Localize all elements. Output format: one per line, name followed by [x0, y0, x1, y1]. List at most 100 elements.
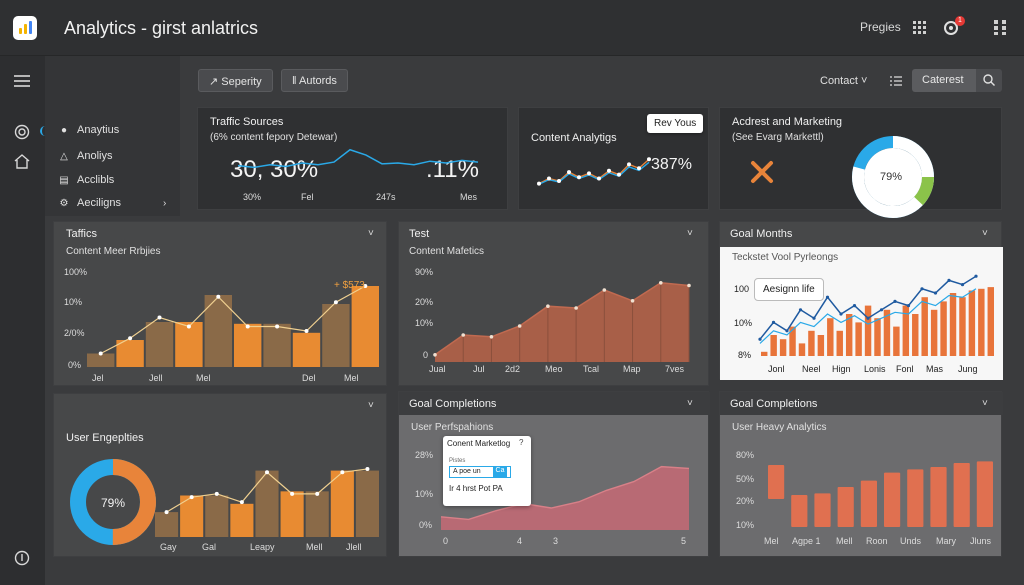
- card-subtitle: User Heavy Analytics: [732, 422, 827, 433]
- data-point: [852, 304, 857, 308]
- card-subtitle: (6% content fepory Detewar): [210, 132, 338, 143]
- donut-label: 79%: [880, 171, 903, 183]
- sidebar-item-analytics[interactable]: ● Anaytius: [59, 124, 119, 136]
- bar-chart: [768, 461, 993, 527]
- x-tick: Mell: [306, 542, 323, 552]
- data-point: [577, 175, 581, 180]
- home-icon[interactable]: [14, 154, 30, 174]
- data-point: [189, 495, 194, 500]
- x-tick: Map: [623, 364, 641, 374]
- data-point: [461, 333, 466, 337]
- area-fill: [435, 282, 689, 362]
- data-point: [637, 166, 641, 171]
- bar: [779, 339, 787, 356]
- bar: [837, 487, 854, 527]
- data-point: [933, 291, 938, 295]
- bar: [770, 335, 777, 356]
- series-line: [434, 282, 690, 356]
- chevron-right-icon[interactable]: ›: [163, 198, 167, 209]
- bar: [921, 297, 928, 356]
- data-point: [214, 491, 219, 496]
- card-subtitle: Teckstet Vool Pyrleongs: [732, 252, 839, 263]
- data-point: [98, 351, 103, 356]
- x-tick: Mell: [836, 536, 853, 546]
- more-vert-icon[interactable]: [993, 19, 1007, 38]
- bell-icon[interactable]: [943, 20, 959, 39]
- y-tick: 10%: [734, 318, 753, 328]
- bar: [322, 304, 350, 367]
- info-icon[interactable]: [14, 550, 30, 571]
- tooltip-input[interactable]: A poe un: [449, 466, 511, 478]
- y-tick: 2/0%: [64, 328, 85, 338]
- data-point: [567, 170, 571, 175]
- x-tick: Jluns: [970, 536, 992, 546]
- data-point: [602, 288, 607, 292]
- data-point: [771, 320, 776, 324]
- close-icon[interactable]: [750, 160, 774, 189]
- y-tick: 50%: [736, 474, 755, 484]
- y-tick: 0%: [419, 520, 433, 530]
- seperity-label: Seperity: [221, 76, 262, 88]
- data-point: [433, 353, 437, 357]
- donut-hole: [864, 148, 922, 206]
- data-point: [574, 306, 578, 310]
- x-tick: Roon: [866, 536, 888, 546]
- bar: [230, 503, 254, 537]
- series-line: [538, 158, 650, 185]
- x-tick: Jel: [92, 373, 104, 383]
- data-point: [557, 179, 561, 184]
- menu-icon[interactable]: [14, 74, 30, 92]
- card-title: Goal Completions: [730, 398, 818, 410]
- data-point: [547, 176, 551, 181]
- bar: [968, 290, 976, 356]
- sidebar-item-anoliys[interactable]: △ Anoliys: [59, 150, 112, 162]
- y-tick: 10%: [736, 520, 755, 530]
- bar: [827, 318, 834, 356]
- grid-icon[interactable]: [912, 20, 926, 37]
- search-icon: [983, 74, 995, 86]
- data-point: [812, 316, 816, 320]
- y-tick: 100%: [64, 267, 88, 277]
- x-tick: Hign: [832, 364, 851, 374]
- data-point: [866, 316, 870, 320]
- data-point: [245, 324, 250, 329]
- chevron-down-icon[interactable]: ˅: [368, 400, 374, 411]
- data-point: [627, 162, 631, 167]
- bar: [949, 293, 957, 356]
- chevron-down-icon[interactable]: ˅: [982, 398, 988, 409]
- bar: [855, 322, 862, 356]
- bar: [789, 326, 796, 356]
- pages-link[interactable]: Pregies: [860, 20, 901, 34]
- autords-button[interactable]: ‖ Autords: [281, 69, 348, 92]
- target-icon[interactable]: [14, 124, 30, 145]
- tooltip-button[interactable]: Ca: [493, 467, 507, 477]
- x-tick: 0: [443, 536, 449, 546]
- area-fill: [441, 466, 689, 530]
- chevron-down-icon[interactable]: ˅: [982, 228, 988, 239]
- traffic-sources-card: Traffic Sources (6% content fepory Detew…: [197, 107, 508, 210]
- sidebar-item-acclibls[interactable]: ▤ Acclibls: [59, 174, 114, 186]
- donut-slice: [852, 136, 934, 218]
- x-tick: 30%: [243, 192, 262, 202]
- bar: [845, 314, 853, 356]
- y-tick: 10%: [415, 489, 434, 499]
- sidebar-item-aeciligns[interactable]: ⚙ Aeciligns: [59, 197, 122, 209]
- seperity-button[interactable]: ↗ Seperity: [198, 69, 273, 92]
- help-icon[interactable]: ?: [519, 438, 524, 447]
- notification-badge: 1: [955, 16, 965, 26]
- chevron-down-icon[interactable]: ˅: [687, 228, 693, 239]
- bar: [930, 467, 947, 527]
- chevron-down-icon[interactable]: ˅: [687, 398, 693, 409]
- active-indicator: [40, 126, 45, 136]
- category-select[interactable]: Caterest: [912, 69, 976, 92]
- bar: [330, 470, 354, 537]
- chevron-down-icon[interactable]: ˅: [368, 228, 374, 239]
- data-point: [239, 500, 244, 505]
- donut-chart: [70, 459, 156, 545]
- contact-dropdown[interactable]: Contact ˅: [820, 75, 868, 87]
- search-button[interactable]: [976, 69, 1002, 92]
- app-logo-icon[interactable]: [13, 16, 37, 40]
- x-tick: Gay: [160, 542, 177, 552]
- data-point: [687, 283, 691, 288]
- list-icon[interactable]: [890, 74, 902, 92]
